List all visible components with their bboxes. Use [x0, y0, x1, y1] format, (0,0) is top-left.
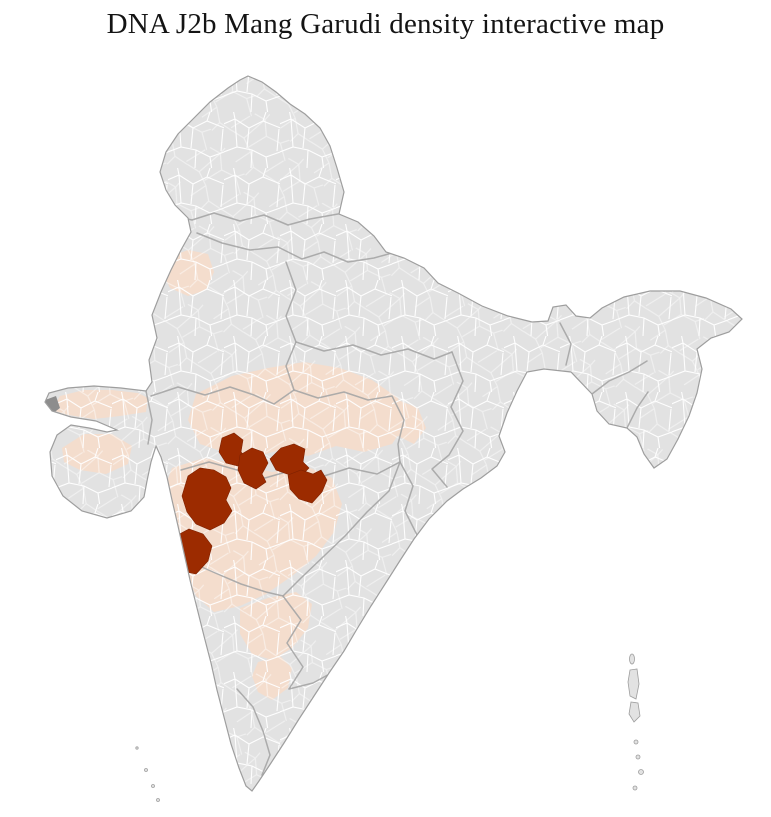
island[interactable]	[627, 668, 640, 700]
india-outline	[44, 75, 743, 792]
island[interactable]	[629, 653, 635, 665]
high-density-district[interactable]	[287, 469, 328, 504]
island[interactable]	[156, 798, 160, 802]
page-title: DNA J2b Mang Garudi density interactive …	[106, 8, 665, 40]
island[interactable]	[628, 701, 641, 723]
island[interactable]	[635, 754, 641, 760]
island[interactable]	[151, 784, 155, 788]
high-density-district[interactable]	[269, 443, 310, 478]
high-density-district[interactable]	[181, 467, 233, 531]
island[interactable]	[144, 768, 148, 772]
lakshadweep-islands[interactable]	[135, 746, 160, 802]
island[interactable]	[638, 769, 644, 775]
island[interactable]	[135, 746, 139, 750]
island[interactable]	[632, 785, 638, 791]
state-borders	[145, 212, 649, 776]
andaman-nicobar-islands[interactable]	[627, 653, 644, 791]
island[interactable]	[633, 739, 639, 745]
dark-gray-district[interactable]	[500, 462, 520, 482]
high-density-district[interactable]	[237, 447, 269, 490]
